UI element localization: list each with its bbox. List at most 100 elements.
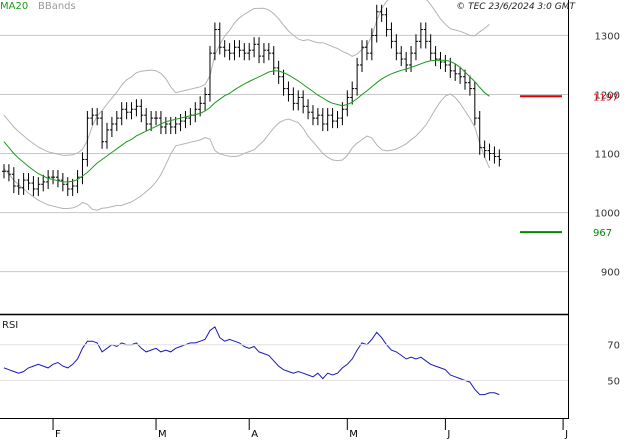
ohlc-bar xyxy=(119,102,124,126)
ohlc-bar xyxy=(374,4,379,43)
ohlc-bar xyxy=(6,164,11,182)
ohlc-bar xyxy=(261,43,266,64)
legend-ma20: MA20 xyxy=(0,1,28,12)
ohlc-bar xyxy=(315,108,320,126)
ohlc-bar xyxy=(286,81,291,102)
ohlc-bar xyxy=(149,111,154,132)
ohlc-bar xyxy=(379,4,384,22)
ohlc-bar xyxy=(41,174,46,192)
ohlc-bar xyxy=(413,34,418,61)
ohlc-bar xyxy=(271,46,276,76)
ohlc-bar xyxy=(109,116,114,138)
ohlc-bar xyxy=(85,111,90,167)
ohlc-bar xyxy=(124,102,129,120)
ohlc-bar xyxy=(75,170,80,194)
price-tick-label: 900 xyxy=(601,268,620,279)
ohlc-bar xyxy=(428,34,433,61)
chart-timestamp: © TEC 23/6/2024 3:0 GMT xyxy=(456,2,576,12)
rsi-axis-labels: 70 50 xyxy=(0,341,620,387)
ohlc-bar xyxy=(291,87,296,111)
ohlc-bar xyxy=(399,46,404,67)
ohlc-bar xyxy=(482,140,487,158)
ohlc-bar xyxy=(31,175,36,197)
ohlc-bar xyxy=(11,167,16,194)
ohlc-bar xyxy=(463,69,468,90)
ohlc-bar xyxy=(389,22,394,49)
ohlc-bar xyxy=(163,116,168,135)
bband-lower xyxy=(3,93,490,211)
rsi-tick-label: 70 xyxy=(607,341,620,352)
price-axis-labels: 900 1000 1100 1200 1300 xyxy=(595,31,620,278)
ohlc-bar xyxy=(36,177,41,197)
rsi-tick-label: 50 xyxy=(607,376,620,387)
ohlc-bar xyxy=(129,102,134,120)
main-panel xyxy=(0,0,568,313)
ohlc-bar xyxy=(203,87,208,111)
level-label: 967 xyxy=(593,228,612,239)
ohlc-bar xyxy=(467,75,472,96)
ohlc-bar xyxy=(443,54,448,73)
ohlc-bar xyxy=(281,69,286,96)
month-label: F xyxy=(55,429,61,440)
level-label: 1197 xyxy=(593,92,618,103)
ohlc-bar xyxy=(335,111,340,129)
ohlc-bar xyxy=(369,28,374,61)
ohlc-bar xyxy=(325,108,330,132)
ohlc-bar xyxy=(217,22,222,55)
bband-upper xyxy=(3,0,490,156)
ohlc-bar xyxy=(222,40,227,58)
ohlc-bar xyxy=(301,90,306,114)
price-tick-label: 1200 xyxy=(595,90,620,101)
ohlc-bar xyxy=(276,60,281,84)
ohlc-bar xyxy=(144,108,149,132)
ohlc-bar xyxy=(178,113,183,132)
month-label: M xyxy=(158,429,167,440)
ohlc-bar xyxy=(257,37,262,64)
ohlc-bar xyxy=(345,90,350,117)
ohlc-bar xyxy=(364,40,369,61)
ohlc-bar xyxy=(487,143,492,161)
ohlc-bar xyxy=(330,108,335,129)
price-tick-label: 1300 xyxy=(595,31,620,42)
ohlc-bar xyxy=(232,40,237,61)
ohlc-bar xyxy=(453,63,458,81)
ohlc-bar xyxy=(55,170,60,188)
ma20-line xyxy=(3,59,490,183)
ohlc-bar xyxy=(212,22,217,61)
ohlc-bar xyxy=(458,66,463,84)
month-label: J xyxy=(446,429,450,440)
ohlc-bar xyxy=(433,46,438,67)
ohlc-bar xyxy=(423,22,428,49)
ohlc-bar xyxy=(95,108,100,126)
ohlc-bar xyxy=(46,170,51,189)
ohlc-bar xyxy=(26,173,31,191)
rsi-label: RSI xyxy=(2,320,18,331)
price-levels: 1197 967 xyxy=(520,92,618,239)
month-label: A xyxy=(251,429,258,440)
price-tick-label: 1000 xyxy=(595,209,620,220)
ohlc-bar xyxy=(65,177,70,197)
ohlc-bar xyxy=(296,90,301,111)
ohlc-bar xyxy=(227,43,232,61)
ohlc-bar xyxy=(168,116,173,135)
ohlc-bar xyxy=(139,99,144,123)
ohlc-bar xyxy=(394,34,399,61)
month-label: M xyxy=(349,429,358,440)
ohlc-bar xyxy=(247,43,252,61)
price-tick-label: 1100 xyxy=(595,150,620,161)
rsi-line xyxy=(3,326,500,396)
ohlc-bar xyxy=(237,40,242,58)
ohlc-bar xyxy=(100,111,105,149)
ohlc-bar xyxy=(104,122,109,149)
ohlc-bar xyxy=(306,99,311,120)
ohlc-bar xyxy=(114,111,119,132)
ohlc-bar xyxy=(360,40,365,73)
ohlc-bar xyxy=(472,81,477,126)
bollinger-bands xyxy=(3,0,490,211)
ohlc-bar xyxy=(418,22,423,49)
ohlc-bar xyxy=(90,108,95,126)
ohlc-bar xyxy=(477,111,482,155)
ohlc-bar xyxy=(355,57,360,96)
ohlc-bar xyxy=(2,164,6,179)
